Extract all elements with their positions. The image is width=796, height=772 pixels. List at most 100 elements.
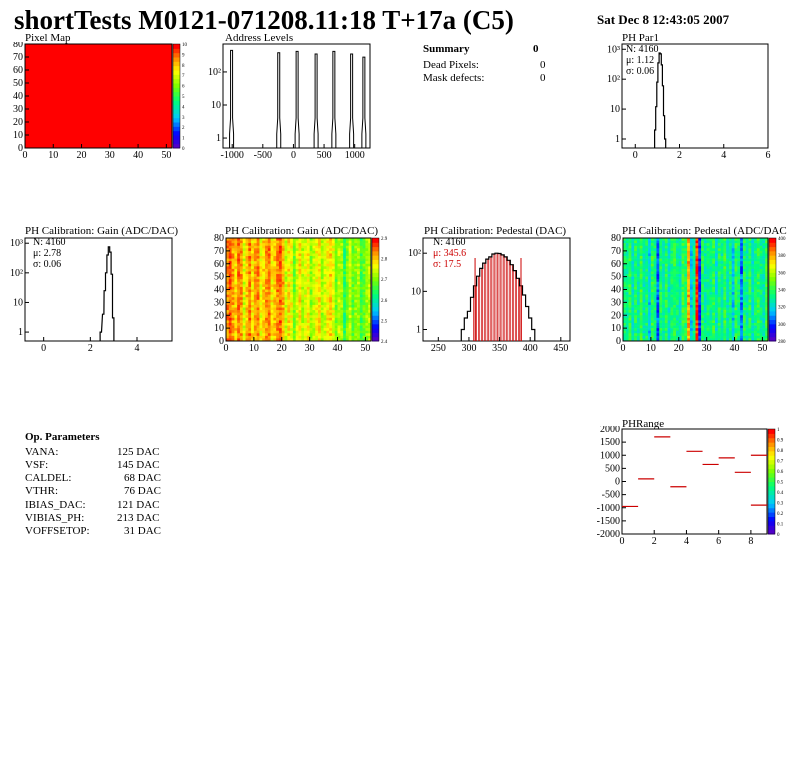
heatmap-cell [248,302,252,306]
heatmap-cell [650,294,654,298]
colorbar-cell [173,117,180,123]
heatmap-cell [298,312,302,316]
heatmap-cell [737,271,741,275]
heatmap-cell [259,312,263,316]
y-tick-label: -1500 [597,516,620,527]
heatmap-cell [292,330,297,334]
heatmap-cell [684,294,688,298]
heatmap-cell [709,240,713,244]
heatmap-cell [340,310,344,313]
heatmap-cell [712,274,716,277]
heatmap-cell [228,248,232,252]
heatmap-cell [656,304,660,308]
heatmap-cell [662,320,666,324]
heatmap-cell [759,299,763,303]
heatmap-cell [762,328,766,332]
heatmap-cell [290,322,294,326]
heatmap-cell [239,256,244,259]
heatmap-cell [315,328,319,332]
heatmap-cell [334,276,338,280]
heatmap-cell [234,297,238,301]
heatmap-cell [278,294,283,298]
heatmap-cell [234,276,238,280]
heatmap-cell [728,315,733,319]
heatmap-cell [636,250,641,254]
heatmap-cell [304,289,308,293]
heatmap-cell [709,338,713,342]
colorbar-cell [769,315,776,321]
heatmap-cell [270,261,274,265]
heatmap-cell [245,258,249,262]
heatmap-cell [748,238,752,241]
heatmap-cell [320,279,324,283]
heatmap-cell [748,312,752,316]
heatmap-cell [636,338,641,342]
heatmap-cell [362,261,366,265]
heatmap-cell [717,328,721,332]
heatmap-cell [265,281,269,285]
heatmap-cell [301,322,305,326]
heatmap-cell [726,335,730,339]
heatmap-cell [256,338,260,342]
heatmap-cell [226,253,230,257]
heatmap-cell [664,304,668,308]
colorbar-cell [769,259,776,265]
heatmap-cell [345,248,349,252]
heatmap-cell [689,266,694,270]
colorbar-cell [768,437,775,443]
heatmap-cell [754,268,758,272]
heatmap-cell [259,315,263,319]
heatmap-cell [276,297,280,301]
heatmap-cell [728,253,733,257]
heatmap-cell [678,276,682,280]
x-tick-label: 450 [553,343,568,354]
heatmap-cell [340,284,344,288]
heatmap-cell [228,320,232,324]
heatmap-cell [712,271,716,275]
heatmap-cell [281,245,285,249]
heatmap-cell [265,271,269,275]
heatmap-cell [742,292,746,295]
heatmap-cell [723,263,727,267]
heatmap-cell [287,240,291,244]
heatmap-cell [351,310,355,313]
heatmap-cell [765,245,769,249]
heatmap-cell [304,276,308,280]
heatmap-cell [623,302,627,306]
heatmap-cell [326,307,330,311]
heatmap-cell [631,333,635,337]
heatmap-cell [301,284,305,288]
heatmap-cell [745,317,749,321]
heatmap-cell [631,268,635,272]
heatmap-cell [664,312,668,316]
heatmap-cell [673,320,677,324]
heatmap-cell [698,238,702,241]
heatmap-cell [326,315,330,319]
heatmap-cell [717,274,721,277]
heatmap-cell [709,271,713,275]
heatmap-cell [642,315,646,319]
heatmap-cell [359,253,363,257]
heatmap-cell [715,258,719,262]
heatmap-cell [659,289,663,293]
heatmap-cell [756,281,760,285]
heatmap-cell [228,333,232,337]
heatmap-cell [312,335,316,339]
heatmap-cell [329,330,333,334]
heatmap-cell [723,312,727,316]
heatmap-cell [301,250,305,254]
heatmap-cell [715,312,719,316]
heatmap-cell [623,320,627,324]
heatmap-cell [365,286,369,290]
heatmap-cell [320,338,324,342]
heatmap-cell [365,276,369,280]
heatmap-cell [259,271,263,275]
heatmap-cell [340,335,344,339]
heatmap-cell [259,297,263,301]
heatmap-cell [312,258,316,262]
heatmap-cell [295,299,299,303]
heatmap-cell [634,281,638,285]
heatmap-cell [675,284,680,288]
heatmap-cell [323,276,327,280]
heatmap-cell [695,328,699,332]
